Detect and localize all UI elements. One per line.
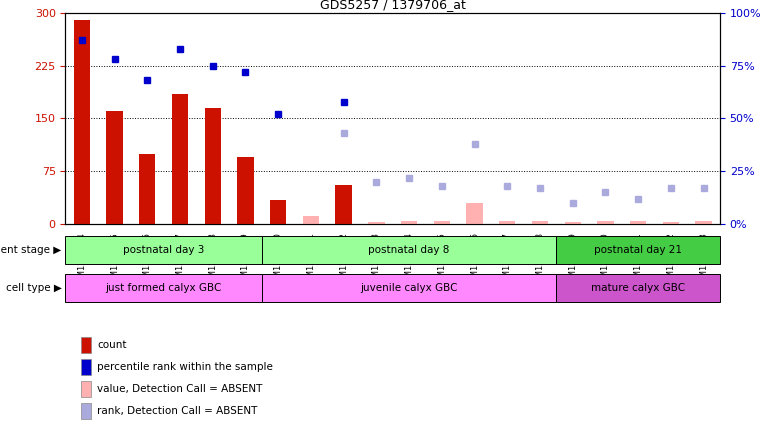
Bar [65,236,262,264]
Text: cell type ▶: cell type ▶ [5,283,62,293]
Bar [262,274,556,302]
Bar [434,221,450,224]
Bar [205,108,221,224]
Bar [303,216,319,224]
Bar [237,157,253,224]
Text: postnatal day 21: postnatal day 21 [594,245,682,255]
Bar [564,222,581,224]
Text: postnatal day 8: postnatal day 8 [368,245,450,255]
Bar [106,111,122,224]
Bar [65,274,262,302]
Bar [368,222,384,224]
Bar [74,20,90,224]
Bar [499,221,515,224]
Bar [172,94,188,224]
Bar [467,203,483,224]
Title: GDS5257 / 1379706_at: GDS5257 / 1379706_at [320,0,466,11]
Text: postnatal day 3: postnatal day 3 [123,245,204,255]
Bar [630,221,646,224]
Bar [598,221,614,224]
Text: juvenile calyx GBC: juvenile calyx GBC [360,283,458,293]
Text: development stage ▶: development stage ▶ [0,245,62,255]
Bar [270,200,286,224]
Text: mature calyx GBC: mature calyx GBC [591,283,685,293]
Text: rank, Detection Call = ABSENT: rank, Detection Call = ABSENT [97,406,257,416]
Bar [556,274,720,302]
Bar [262,236,556,264]
Text: percentile rank within the sample: percentile rank within the sample [97,362,273,372]
Text: just formed calyx GBC: just formed calyx GBC [105,283,222,293]
Text: count: count [97,340,126,350]
Bar [532,221,548,224]
Text: value, Detection Call = ABSENT: value, Detection Call = ABSENT [97,384,263,394]
Bar [663,222,679,224]
Bar [139,154,156,224]
Bar [695,221,711,224]
Bar [336,185,352,224]
Bar [556,236,720,264]
Bar [401,221,417,224]
